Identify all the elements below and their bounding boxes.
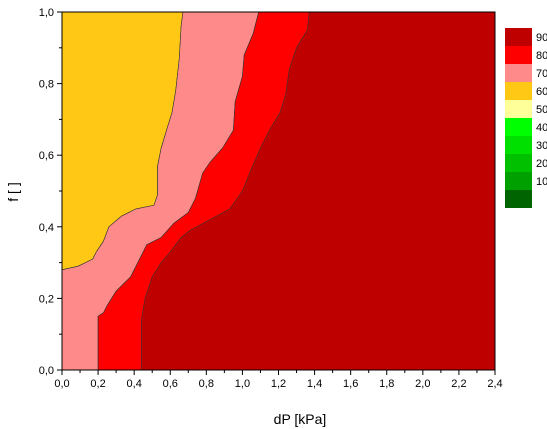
legend-label: 80 <box>536 50 547 62</box>
plot-area <box>61 11 495 371</box>
y-tick-label: 0,4 <box>39 222 54 234</box>
y-tick-label: 0,8 <box>39 79 54 91</box>
x-tick-label: 2,2 <box>451 378 466 390</box>
y-tick-label: 0,6 <box>39 150 54 162</box>
y-tick-label: 0,2 <box>39 293 54 305</box>
x-tick-label: 0,0 <box>54 378 69 390</box>
legend-swatch <box>505 172 532 190</box>
x-tick-label: 1,8 <box>379 378 394 390</box>
y-tick-label: 0,0 <box>39 365 54 377</box>
y-axis-label: f [ ] <box>5 182 21 201</box>
legend-swatch <box>505 118 532 136</box>
y-tick-label: 1,0 <box>39 7 54 19</box>
legend-swatch <box>505 190 532 208</box>
x-tick-label: 0,2 <box>90 378 105 390</box>
legend-label: 70 <box>536 68 547 80</box>
x-tick-label: 1,6 <box>343 378 358 390</box>
legend-label: 30 <box>536 140 547 152</box>
x-tick-label: 0,6 <box>163 378 178 390</box>
x-tick-label: 0,8 <box>199 378 214 390</box>
legend-swatch <box>505 64 532 82</box>
legend-label: 50 <box>536 104 547 116</box>
legend-label: 40 <box>536 122 547 134</box>
legend-swatch <box>505 154 532 172</box>
x-tick-label: 0,4 <box>127 378 142 390</box>
x-tick-label: 2,4 <box>487 378 502 390</box>
legend-swatch <box>505 136 532 154</box>
x-tick-label: 2,0 <box>415 378 430 390</box>
legend: 90 80 70 60 50 40 30 20 10 <box>505 28 547 208</box>
legend-label: 20 <box>536 158 547 170</box>
legend-label: 10 <box>536 176 547 188</box>
x-axis-label: dP [kPa] <box>274 411 327 427</box>
legend-swatch <box>505 28 532 46</box>
x-tick-label: 1,0 <box>235 378 250 390</box>
legend-label: 60 <box>536 86 547 98</box>
axes: 0,0 0,2 0,4 0,6 0,8 1,0 1,2 1,4 1,6 1,8 2,0 2,2 2,4 0… <box>39 7 503 390</box>
x-tick-label: 1,2 <box>271 378 286 390</box>
legend-swatch <box>505 100 532 118</box>
x-tick-label: 1,4 <box>307 378 322 390</box>
legend-label: 90 <box>536 32 547 44</box>
legend-swatch <box>505 46 532 64</box>
legend-swatch <box>505 82 532 100</box>
